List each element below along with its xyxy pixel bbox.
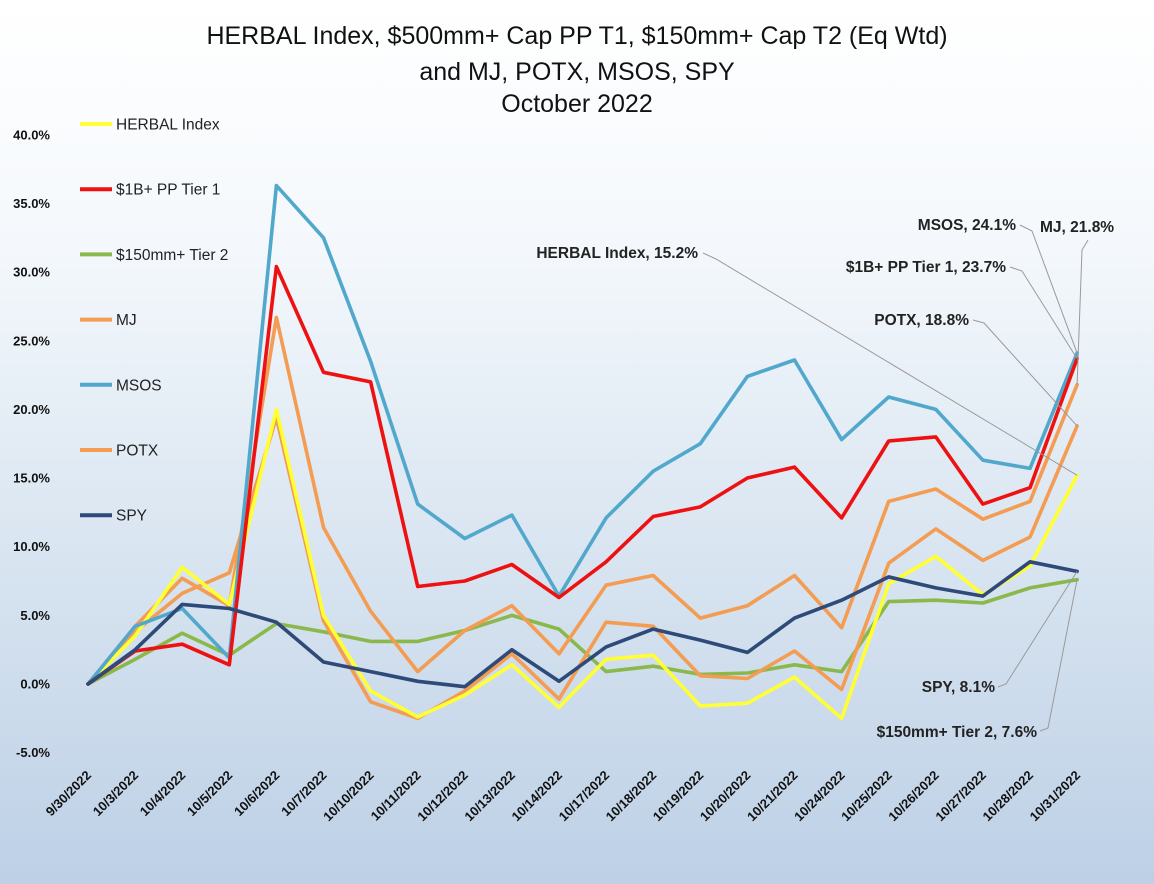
annotation-leader-line [1076,239,1089,385]
annotation-label: SPY, 8.1% [922,679,995,696]
series-line-150mm-tier-2 [86,577,1079,686]
y-tick-label: 20.0% [13,402,50,417]
annotation-label: POTX, 18.8% [874,312,969,329]
series-line-potx [86,415,1079,721]
annotation-leader-line [1019,224,1078,354]
x-tick-label: 10/31/2022 [1027,768,1084,825]
legend: HERBAL Index $1B+ PP Tier 1 $150mm+ Tier 2… [80,117,228,525]
y-axis: 40.0% 35.0% 30.0% 25.0% 20.0% 15.0% 10.0% 5.0% 0… [13,127,50,760]
annotation-label: HERBAL Index, 15.2% [536,245,698,262]
legend-label: SPY [116,508,147,525]
x-tick-label: 10/4/2022 [137,768,189,820]
x-tick-label: 10/3/2022 [90,768,142,820]
legend-label: MSOS [116,377,162,394]
annotation-label: MSOS, 24.1% [918,217,1016,234]
y-tick-label: 30.0% [13,265,50,280]
series-line-herbal-index [86,407,1079,721]
series-lines [86,183,1079,721]
annotation-leader-line [702,252,1078,476]
series-line-mj [86,315,1079,686]
annotation-label: MJ, 21.8% [1040,219,1114,236]
title-line-1: HERBAL Index, $500mm+ Cap PP T1, $150mm+… [206,22,947,50]
legend-label: MJ [116,312,137,329]
x-axis: 9/30/202210/3/202210/4/202210/5/202210/6… [43,768,1084,825]
annotation-label: $150mm+ Tier 2, 7.6% [877,724,1038,741]
y-tick-label: 15.0% [13,471,50,486]
annotation-label: $1B+ PP Tier 1, 23.7% [846,259,1006,276]
x-tick-label: 10/5/2022 [184,768,236,820]
annotation-leader-line [997,571,1078,688]
title-line-2: and MJ, POTX, MSOS, SPY [419,58,735,86]
y-tick-label: 5.0% [20,608,50,623]
x-tick-label: 10/10/2022 [320,768,377,825]
series-line-1b-pp-tier-1 [86,264,1079,686]
y-tick-label: -5.0% [16,745,50,760]
legend-label: $1B+ PP Tier 1 [116,182,220,199]
legend-label: POTX [116,443,159,460]
annotations: MSOS, 24.1% MJ, 21.8% HERBAL Index, 15.2% $… [536,217,1114,741]
x-tick-label: 9/30/2022 [43,768,95,820]
legend-label: HERBAL Index [116,117,220,134]
series-line-spy [86,559,1079,689]
y-tick-label: 35.0% [13,196,50,211]
chart-title: HERBAL Index, $500mm+ Cap PP T1, $150mm+… [206,22,947,118]
y-tick-label: 0.0% [20,677,50,692]
series-line-msos [86,183,1079,686]
annotation-leader-line [1009,266,1078,359]
x-tick-label: 10/6/2022 [231,768,283,820]
y-tick-label: 25.0% [13,333,50,348]
title-line-3: October 2022 [501,90,653,118]
annotation-leader-line [1039,579,1078,732]
y-tick-label: 10.0% [13,539,50,554]
y-tick-label: 40.0% [13,127,50,142]
annotation-leader-line [972,319,1078,427]
legend-label: $150mm+ Tier 2 [116,247,228,264]
